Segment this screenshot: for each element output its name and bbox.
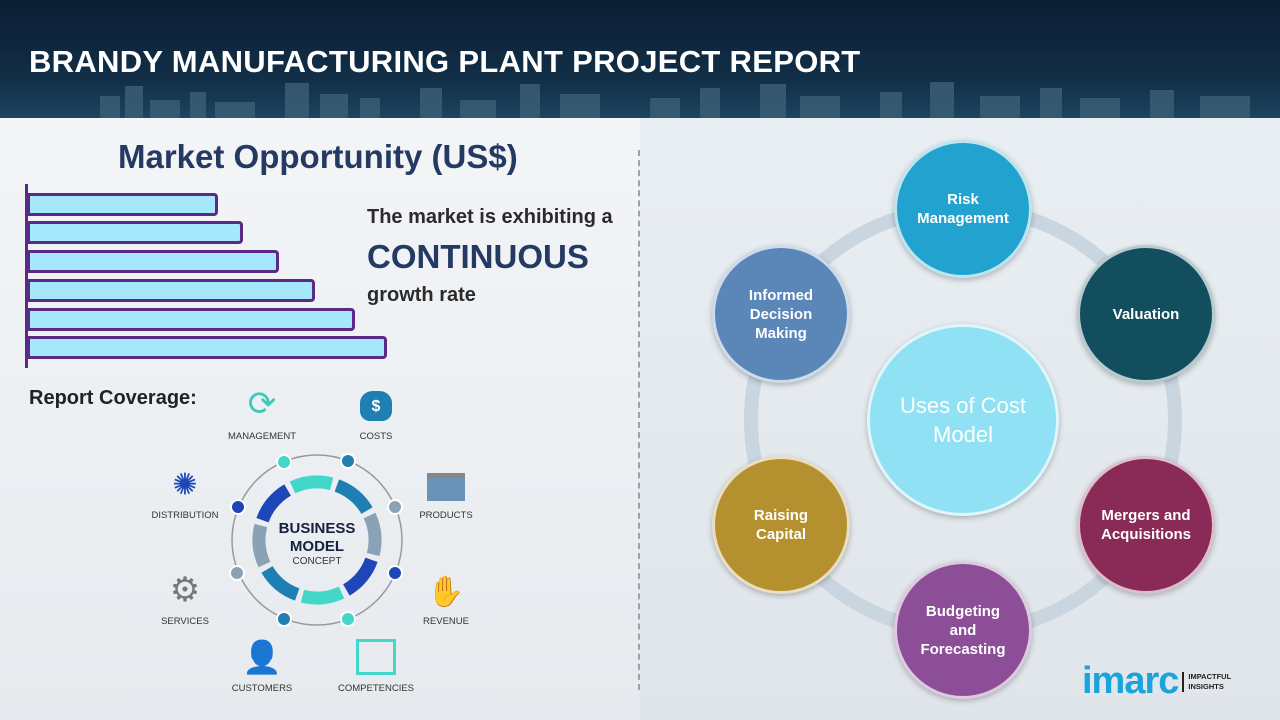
uses-circle: Risk Management: [894, 140, 1032, 278]
logo-tag-line1: IMPACTFUL: [1188, 671, 1232, 681]
uses-circle-label: Risk Management: [917, 191, 1009, 227]
network-icon: ✺: [172, 468, 198, 502]
uses-circle: Informed Decision Making: [712, 245, 850, 383]
coverage-label-revenue: REVENUE: [423, 616, 469, 627]
uses-circle-label: Mergers and Acquisitions: [1100, 507, 1191, 543]
uses-center-label: Uses of Cost Model: [900, 393, 1026, 447]
market-bar: [27, 221, 243, 244]
uses-circle-label: Informed Decision Making: [748, 286, 814, 342]
uses-circle-label: Raising Capital: [753, 507, 809, 543]
uses-circle: Valuation: [1077, 245, 1215, 383]
bm-center-line2: MODEL: [290, 538, 344, 555]
left-panel: [0, 118, 640, 720]
coverage-label-customers: CUSTOMERS: [231, 683, 293, 694]
panel-divider: [638, 150, 640, 690]
report-title: BRANDY MANUFACTURING PLANT PROJECT REPOR…: [29, 44, 861, 79]
city-skyline-graphic: [100, 82, 1250, 118]
uses-circle: Raising Capital: [712, 456, 850, 594]
report-coverage-title: Report Coverage:: [29, 387, 197, 409]
imarc-logo: imarc IMPACTFUL INSIGHTS: [1082, 660, 1231, 703]
coverage-label-distribution: DISTRIBUTION: [151, 510, 219, 521]
coverage-label-competencies: COMPETENCIES: [337, 683, 415, 694]
growth-text-line3: growth rate: [367, 284, 476, 306]
coverage-label-products: PRODUCTS: [419, 510, 473, 521]
gears-icon: ⚙: [169, 571, 201, 609]
bm-center-line1: BUSINESS: [279, 520, 356, 537]
money-bag-icon: $: [360, 391, 392, 421]
org-chart-icon: [356, 639, 396, 675]
market-bar: [27, 250, 279, 273]
logo-word: imarc: [1082, 660, 1179, 702]
header-banner: BRANDY MANUFACTURING PLANT PROJECT REPOR…: [0, 0, 1280, 118]
chart-axis: [25, 184, 28, 368]
growth-text-emphasis: CONTINUOUS: [367, 238, 589, 275]
uses-circle: Budgeting and Forecasting: [894, 561, 1032, 699]
market-bar: [27, 279, 315, 302]
market-bar: [27, 336, 387, 359]
uses-circle-label: Valuation: [1112, 305, 1180, 323]
lightbulb-cycle-icon: ⟳: [247, 385, 277, 423]
market-bar: [27, 308, 355, 331]
coverage-label-services: SERVICES: [161, 616, 209, 627]
user-icon: 👤: [242, 639, 282, 675]
market-opportunity-title: Market Opportunity (US$): [118, 138, 518, 175]
coverage-label-costs: COSTS: [359, 431, 393, 442]
market-bar: [27, 193, 218, 216]
uses-circle: Mergers and Acquisitions: [1077, 456, 1215, 594]
box-icon: [427, 473, 465, 501]
uses-circle-label: Budgeting and Forecasting: [920, 602, 1006, 658]
business-model-ring: BUSINESS MODEL CONCEPT: [229, 453, 403, 627]
bm-center-line3: CONCEPT: [293, 556, 342, 567]
hand-coins-icon: ✋: [427, 575, 465, 609]
growth-text-line1: The market is exhibiting a: [367, 206, 613, 228]
coverage-label-management: MANAGEMENT: [227, 431, 297, 442]
uses-center-circle: Uses of Cost Model: [867, 324, 1059, 516]
logo-tag-line2: INSIGHTS: [1188, 681, 1224, 691]
